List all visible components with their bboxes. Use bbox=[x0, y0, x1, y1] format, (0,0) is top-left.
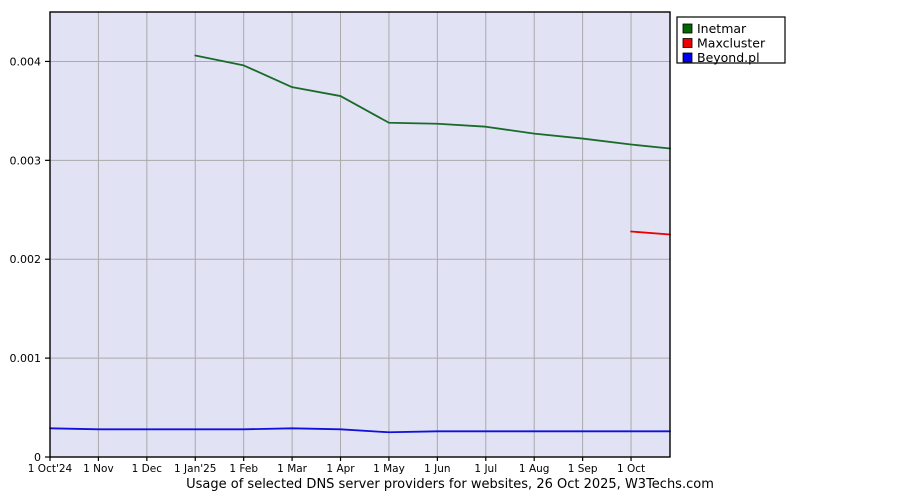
y-gridlines bbox=[50, 60, 670, 359]
legend-label: Beyond.pl bbox=[697, 50, 760, 65]
chart-caption: Usage of selected DNS server providers f… bbox=[186, 477, 714, 492]
series-line-inetmar bbox=[194, 54, 671, 150]
x-tick-label: 1 Jul bbox=[474, 463, 497, 475]
legend-label: Inetmar bbox=[697, 21, 747, 36]
x-tick-label: 1 Oct'24 bbox=[28, 463, 73, 475]
x-tick-label: 1 May bbox=[373, 463, 405, 475]
x-tick-label: 1 Feb bbox=[229, 463, 258, 475]
x-tick-label: 1 Apr bbox=[326, 463, 355, 475]
series-line-maxcluster bbox=[630, 230, 671, 236]
x-tick-label: 1 Mar bbox=[277, 463, 308, 475]
x-tick-label: 1 Jun bbox=[424, 463, 450, 475]
x-tick-label: 1 Jan'25 bbox=[174, 463, 216, 475]
y-tick-label: 0.003 bbox=[10, 154, 42, 167]
x-tick-label: 1 Oct bbox=[617, 463, 645, 475]
legend-box bbox=[676, 16, 786, 64]
y-tick-label: 0.001 bbox=[10, 352, 42, 365]
x-tick-label: 1 Nov bbox=[83, 463, 114, 475]
x-axis-ticks: 1 Oct'24 1 Nov 1 Dec 1 Jan'25 1 Feb 1 Mar 1 Ap… bbox=[28, 457, 645, 475]
legend-swatch bbox=[682, 23, 693, 34]
x-tick-label: 1 Dec bbox=[132, 463, 163, 475]
y-tick-label: 0 bbox=[34, 451, 41, 464]
x-gridlines bbox=[97, 12, 632, 457]
y-tick-label: 0.004 bbox=[10, 55, 42, 68]
x-tick-label: 1 Aug bbox=[519, 463, 550, 475]
plot-frame bbox=[49, 11, 671, 458]
series-line-beyond-pl bbox=[49, 427, 671, 434]
plot-background bbox=[50, 12, 670, 457]
y-axis-ticks: 0 0.001 0.002 0.003 0.004 bbox=[10, 55, 50, 464]
x-tick-label: 1 Sep bbox=[568, 463, 598, 475]
legend-label: Maxcluster bbox=[697, 36, 766, 51]
legend-swatch bbox=[682, 52, 693, 63]
data-series-group bbox=[49, 54, 671, 434]
legend-swatch bbox=[682, 38, 693, 48]
y-tick-label: 0.002 bbox=[10, 253, 42, 266]
